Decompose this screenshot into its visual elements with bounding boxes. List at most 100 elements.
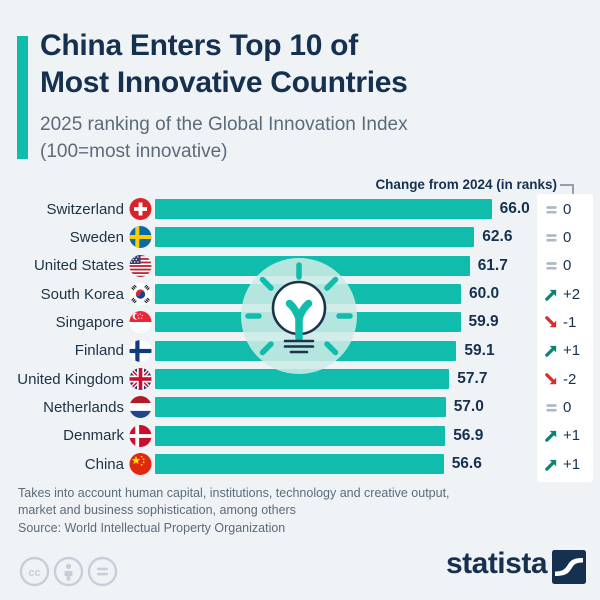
score-bar-finland [155, 340, 457, 361]
sweden-flag-icon [129, 226, 152, 249]
trend-value-south-korea: +2 [563, 285, 581, 303]
country-label-china: China [84, 455, 124, 473]
country-label-south-korea: South Korea [40, 285, 124, 303]
trend-value-united-kingdom: -2 [563, 370, 577, 388]
source-line: Source: World Intellectual Property Orga… [18, 521, 286, 535]
attribution-person-icon [53, 556, 84, 592]
trend-sweden: 0 [544, 223, 571, 251]
chart-row-china: China 56.6 +1 [0, 450, 600, 478]
country-label-united-states: United States [33, 257, 124, 275]
chart-footnote: Takes into account human capital, instit… [18, 485, 450, 519]
score-bar-sweden [155, 227, 475, 248]
finland-flag-icon [129, 339, 152, 362]
trend-value-switzerland: 0 [563, 200, 572, 218]
change-column-panel [537, 194, 593, 482]
trend-value-sweden: 0 [563, 228, 572, 246]
equals-icon [87, 556, 118, 592]
netherlands-flag-icon [129, 396, 152, 419]
trend-netherlands: 0 [544, 393, 571, 421]
country-label-finland: Finland [74, 342, 124, 360]
trend-value-denmark: +1 [563, 427, 581, 445]
switzerland-flag-icon [129, 198, 152, 221]
footnote-line-1: Takes into account human capital, instit… [18, 486, 450, 500]
united-kingdom-flag-icon [129, 368, 152, 391]
svg-text:cc: cc [28, 567, 40, 579]
china-flag-icon [129, 453, 152, 476]
title-line-2: Most Innovative Countries [40, 66, 408, 99]
title-accent-bar [17, 36, 28, 159]
country-label-denmark: Denmark [63, 427, 124, 445]
statista-logo-text: statista [445, 547, 548, 580]
trend-down-arrow-icon [545, 372, 557, 384]
score-value-singapore: 59.9 [468, 313, 499, 331]
united-states-flag-icon [129, 254, 152, 277]
score-value-netherlands: 57.0 [453, 398, 484, 416]
trend-value-finland: +1 [563, 342, 581, 360]
score-bar-china [155, 454, 444, 475]
trend-value-netherlands: 0 [563, 398, 572, 416]
trend-value-china: +1 [563, 455, 581, 473]
chart-row-united-states: United States 61.7 0 [0, 252, 600, 280]
trend-flat-equals-icon [546, 262, 557, 270]
bar-chart: Switzerland 66.0 0 Sweden 62.6 0 United States… [0, 195, 600, 479]
chart-row-finland: Finland 59.1 +1 [0, 337, 600, 365]
chart-row-sweden: Sweden 62.6 0 [0, 223, 600, 251]
license-icons: cc [19, 556, 118, 592]
trend-up-arrow-icon [545, 289, 557, 301]
trend-flat-equals-icon [546, 205, 557, 214]
trend-value-united-states: 0 [563, 257, 572, 275]
score-value-sweden: 62.6 [482, 228, 513, 246]
score-value-south-korea: 60.0 [469, 285, 500, 303]
trend-flat-equals-icon [546, 404, 557, 412]
trend-south-korea: +2 [544, 280, 580, 308]
score-value-denmark: 56.9 [453, 426, 484, 444]
change-column-header: Change from 2024 (in ranks) [375, 177, 557, 192]
score-bar-netherlands [155, 397, 446, 418]
trend-up-arrow-icon [545, 431, 557, 443]
score-value-switzerland: 66.0 [499, 200, 530, 218]
subtitle-line-1: 2025 ranking of the Global Innovation In… [40, 114, 408, 135]
subtitle-line-2: (100=most innovative) [40, 141, 228, 162]
denmark-flag-icon [129, 424, 152, 447]
score-value-united-kingdom: 57.7 [457, 370, 488, 388]
score-bar-denmark [155, 425, 446, 446]
footnote-line-2: market and business sophistication, amon… [18, 503, 296, 517]
statista-logo-mark-icon [552, 550, 586, 584]
country-label-switzerland: Switzerland [46, 200, 124, 218]
change-column-bracket [560, 184, 574, 197]
trend-denmark: +1 [544, 422, 580, 450]
score-value-united-states: 61.7 [477, 256, 508, 274]
country-label-sweden: Sweden [69, 228, 124, 246]
page-subtitle: 2025 ranking of the Global Innovation In… [40, 111, 408, 165]
south-korea-flag-icon [129, 283, 152, 306]
trend-switzerland: 0 [544, 195, 571, 223]
chart-row-switzerland: Switzerland 66.0 0 [0, 195, 600, 223]
trend-singapore: -1 [544, 308, 576, 336]
country-label-netherlands: Netherlands [43, 398, 124, 416]
trend-flat-equals-icon [546, 234, 557, 242]
trend-united-kingdom: -2 [544, 365, 576, 393]
trend-value-singapore: -1 [563, 313, 577, 331]
chart-row-south-korea: South Korea 60.0 +2 [0, 280, 600, 308]
score-bar-south-korea [155, 284, 461, 305]
singapore-flag-icon [129, 311, 152, 334]
page-title: China Enters Top 10 of Most Innovative C… [40, 27, 408, 101]
trend-up-arrow-icon [545, 459, 557, 471]
trend-china: +1 [544, 450, 580, 478]
chart-row-denmark: Denmark 56.9 +1 [0, 422, 600, 450]
trend-up-arrow-icon [545, 346, 557, 358]
score-value-china: 56.6 [451, 455, 482, 473]
country-label-singapore: Singapore [55, 313, 124, 331]
trend-down-arrow-icon [545, 316, 557, 328]
chart-row-netherlands: Netherlands 57.0 0 [0, 393, 600, 421]
chart-row-united-kingdom: United Kingdom 57.7 -2 [0, 365, 600, 393]
title-line-1: China Enters Top 10 of [40, 29, 358, 62]
chart-row-singapore: Singapore 59.9 -1 [0, 308, 600, 336]
country-label-united-kingdom: United Kingdom [17, 370, 124, 388]
trend-united-states: 0 [544, 252, 571, 280]
cc-icon: cc [19, 556, 50, 592]
score-bar-switzerland [155, 199, 492, 220]
score-bar-singapore [155, 312, 461, 333]
score-bar-united-kingdom [155, 369, 450, 390]
